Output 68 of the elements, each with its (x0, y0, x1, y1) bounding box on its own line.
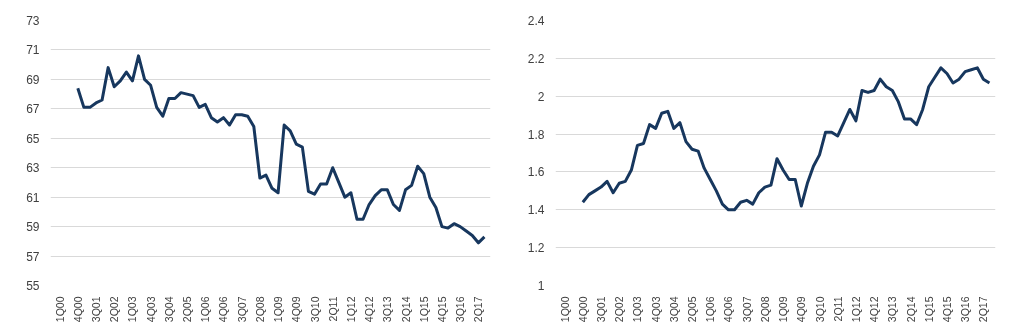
y-tick-label: 2.4 (527, 14, 545, 28)
x-tick-label: 4Q00 (576, 296, 589, 323)
line-series (581, 66, 991, 212)
x-tick-label: 1Q03 (631, 296, 644, 323)
x-tick-label: 2Q17 (472, 296, 485, 323)
x-tick-label: 1Q15 (922, 296, 935, 323)
x-tick-label: 3Q04 (162, 296, 175, 323)
x-tick-label: 4Q12 (868, 296, 881, 323)
y-tick-label: 59 (26, 220, 40, 235)
y-tick-label: 61 (26, 190, 40, 205)
x-tick-label: 2Q05 (181, 296, 194, 323)
x-tick-label: 3Q16 (454, 296, 467, 323)
x-tick-label: 4Q06 (217, 296, 230, 323)
y-tick-label: 69 (26, 72, 40, 87)
x-tick-label: 2Q05 (686, 296, 699, 323)
x-tick-label: 3Q07 (235, 296, 248, 323)
x-tick-label: 4Q00 (71, 296, 84, 323)
x-tick-label: 1Q12 (849, 296, 862, 323)
x-tick-label: 4Q09 (795, 296, 808, 323)
line-series (76, 54, 486, 245)
x-tick-label: 2Q08 (253, 296, 266, 323)
x-tick-label: 2Q14 (904, 296, 917, 323)
x-tick-label: 4Q15 (435, 296, 448, 323)
y-tick-label: 2.2 (527, 51, 545, 66)
x-tick-label: 1Q09 (272, 296, 285, 323)
y-tick-label: 67 (26, 102, 40, 117)
x-tick-label: 2Q08 (758, 296, 771, 323)
x-tick-label: 1Q03 (126, 296, 139, 323)
x-tick-label: 4Q06 (722, 296, 735, 323)
x-tick-label: 4Q03 (144, 296, 157, 323)
x-tick-label: 2Q11 (831, 296, 844, 322)
x-tick-label: 3Q01 (90, 296, 103, 323)
y-tick-label: 73 (26, 14, 40, 28)
y-tick-label: 65 (26, 131, 40, 146)
x-tick-label: 4Q03 (649, 296, 662, 323)
x-tick-label: 2Q17 (977, 296, 990, 323)
x-tick-label: 1Q00 (53, 296, 66, 323)
x-tick-label: 1Q09 (777, 296, 790, 323)
x-tick-label: 3Q10 (308, 296, 321, 323)
y-tick-label: 71 (26, 43, 40, 58)
x-tick-label: 4Q09 (290, 296, 303, 323)
x-tick-label: 3Q07 (740, 296, 753, 323)
y-tick-label: 1.2 (527, 241, 545, 256)
y-tick-label: 1.8 (527, 127, 545, 142)
x-tick-label: 4Q12 (363, 296, 376, 323)
x-tick-label: 3Q04 (667, 296, 680, 323)
x-tick-label: 3Q01 (595, 296, 608, 323)
y-tick-label: 63 (26, 161, 40, 176)
x-tick-label: 3Q16 (959, 296, 972, 323)
x-tick-label: 2Q02 (108, 296, 121, 323)
x-tick-label: 3Q13 (886, 296, 899, 323)
x-tick-label: 2Q14 (399, 296, 412, 323)
x-tick-label: 2Q11 (326, 296, 339, 322)
x-tick-label: 2Q02 (613, 296, 626, 323)
x-tick-label: 1Q12 (344, 296, 357, 323)
y-tick-label: 1.4 (527, 203, 545, 218)
x-tick-label: 1Q15 (417, 296, 430, 323)
x-tick-label: 4Q15 (940, 296, 953, 323)
y-tick-label: 55 (26, 279, 40, 293)
x-tick-label: 1Q06 (704, 296, 717, 323)
x-tick-label: 3Q13 (381, 296, 394, 323)
x-tick-label: 1Q06 (199, 296, 212, 323)
x-tick-label: 3Q10 (813, 296, 826, 323)
y-tick-label: 1.6 (527, 165, 545, 180)
x-tick-label: 1Q00 (558, 296, 571, 323)
y-tick-label: 57 (26, 249, 40, 264)
y-tick-label: 1 (537, 279, 545, 293)
y-tick-label: 2 (537, 89, 545, 104)
